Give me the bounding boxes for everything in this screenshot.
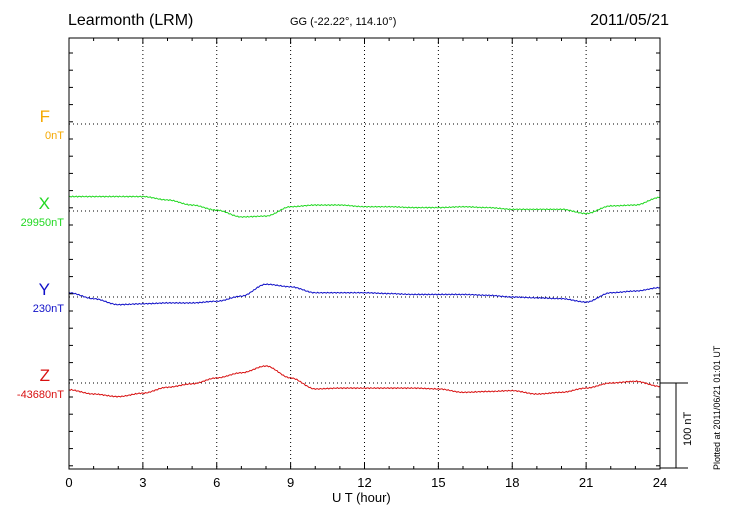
station-coordinates: GG (-22.22°, 114.10°) — [290, 16, 397, 28]
series-line-z — [68, 365, 661, 398]
component-baseline-y: 230nT — [32, 303, 64, 315]
grid-lines — [69, 38, 660, 469]
component-baseline-z: -43680nT — [16, 389, 64, 401]
component-baseline-f: 0nT — [45, 130, 64, 142]
x-tick-label: 18 — [505, 475, 519, 490]
x-tick-label: 3 — [139, 475, 146, 490]
x-tick-label: 9 — [287, 475, 294, 490]
x-axis-label: U T (hour) — [332, 490, 391, 505]
component-label-f: F — [39, 107, 50, 126]
x-tick-label: 0 — [65, 475, 72, 490]
axis-ticks: 0 3 6 9 12 15 18 21 24 — [65, 38, 667, 490]
series-line-x — [68, 195, 661, 218]
chart-date: 2011/05/21 — [590, 12, 669, 29]
component-label-y: Y — [38, 280, 50, 299]
x-tick-label: 21 — [579, 475, 593, 490]
x-tick-label: 15 — [431, 475, 445, 490]
x-tick-label: 6 — [213, 475, 220, 490]
scale-bar — [660, 382, 688, 469]
component-baseline-x: 29950nT — [20, 217, 64, 229]
plotted-timestamp: Plotted at 2011/06/21 01:01 UT — [712, 345, 722, 470]
series-group — [68, 195, 661, 398]
x-tick-label: 24 — [653, 475, 667, 490]
scale-bar-label: 100 nT — [682, 411, 694, 446]
x-tick-label: 12 — [357, 475, 371, 490]
component-label-x: X — [38, 194, 50, 213]
component-label-z: Z — [39, 366, 50, 385]
series-line-y — [68, 283, 661, 306]
station-title: Learmonth (LRM) — [68, 12, 194, 29]
